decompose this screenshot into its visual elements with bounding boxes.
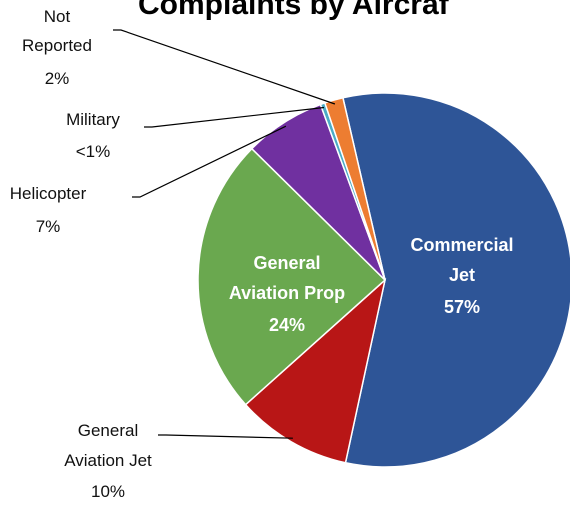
pie-slice-general-aviation-jet <box>244 277 387 464</box>
slice-label-not-reported: Not Reported 2% <box>22 7 92 88</box>
pie-slice-not-reported <box>323 96 386 281</box>
leader-line-helicopter <box>132 125 287 198</box>
slice-label-general-aviation-jet: General Aviation Jet 10% <box>64 421 152 501</box>
slice-label-helicopter: Helicopter 7% <box>10 184 87 236</box>
chart-title: Complaints by Aircraf <box>138 0 450 21</box>
slice-label-general-aviation-prop: General Aviation Prop 24% <box>229 253 345 335</box>
leader-line-general-aviation-jet <box>158 434 293 439</box>
pie-slice-commercial-jet <box>342 92 570 468</box>
slice-label-commercial-jet: Commercial Jet 57% <box>410 235 513 317</box>
pie-slice-general-aviation-prop <box>197 147 387 406</box>
leader-line-not-reported <box>113 29 336 105</box>
leader-line-military <box>144 106 325 128</box>
slice-label-military: Military <1% <box>66 110 120 161</box>
